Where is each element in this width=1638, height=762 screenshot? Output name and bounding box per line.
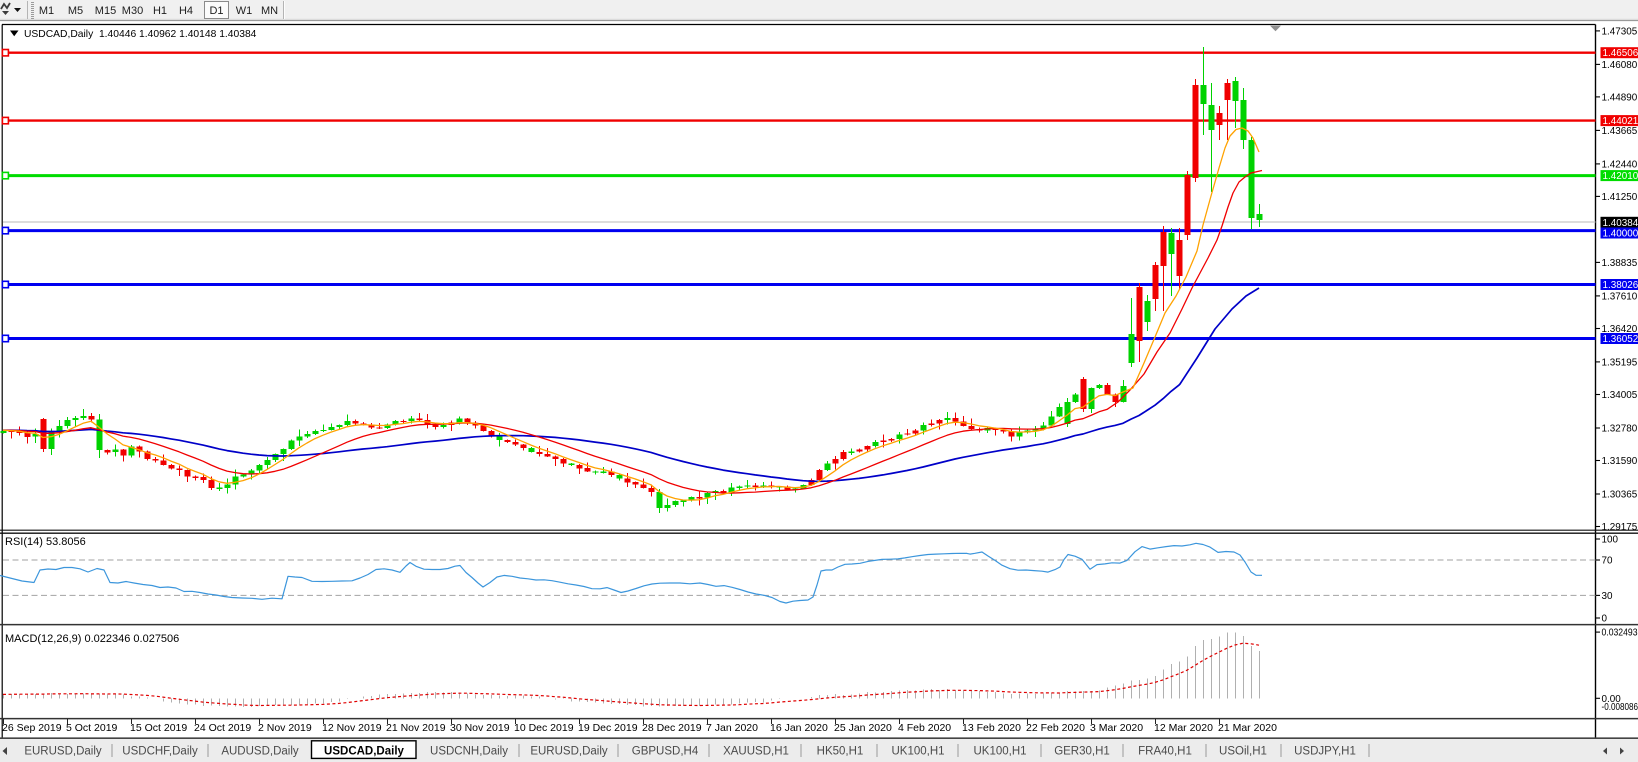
svg-text:1.43665: 1.43665 (1602, 126, 1638, 137)
svg-text:USDCAD,Daily: USDCAD,Daily (324, 746, 404, 758)
svg-text:1.42010: 1.42010 (1603, 171, 1638, 182)
svg-text:1.47305: 1.47305 (1602, 26, 1638, 37)
svg-text:0: 0 (1602, 614, 1608, 625)
svg-text:USOil,H1: USOil,H1 (1219, 746, 1267, 758)
svg-text:1.41250: 1.41250 (1602, 192, 1638, 203)
svg-text:AUDUSD,Daily: AUDUSD,Daily (221, 746, 299, 758)
svg-text:0.032493: 0.032493 (1602, 628, 1638, 639)
svg-text:GBPUSD,H4: GBPUSD,H4 (632, 746, 699, 758)
svg-text:16 Jan 2020: 16 Jan 2020 (770, 722, 828, 734)
svg-text:19 Dec 2019: 19 Dec 2019 (578, 722, 638, 734)
svg-text:1.38835: 1.38835 (1602, 258, 1638, 269)
svg-text:EURUSD,Daily: EURUSD,Daily (24, 746, 102, 758)
svg-text:M15: M15 (95, 5, 116, 17)
svg-text:M30: M30 (122, 5, 143, 17)
svg-text:H4: H4 (179, 5, 193, 17)
svg-text:W1: W1 (236, 5, 253, 17)
svg-text:5 Oct 2019: 5 Oct 2019 (66, 722, 118, 734)
svg-text:1.36420: 1.36420 (1602, 324, 1638, 335)
svg-text:1.42440: 1.42440 (1602, 159, 1638, 170)
svg-text:1.34005: 1.34005 (1602, 390, 1638, 401)
svg-text:1.32780: 1.32780 (1602, 424, 1638, 435)
svg-text:1.31590: 1.31590 (1602, 456, 1638, 467)
svg-text:21 Mar 2020: 21 Mar 2020 (1218, 722, 1277, 734)
svg-text:21 Nov 2019: 21 Nov 2019 (386, 722, 446, 734)
svg-text:1.44890: 1.44890 (1602, 92, 1638, 103)
svg-text:0.00: 0.00 (1602, 694, 1622, 705)
svg-text:15 Oct 2019: 15 Oct 2019 (130, 722, 187, 734)
svg-text:UK100,H1: UK100,H1 (891, 746, 944, 758)
svg-text:100: 100 (1602, 535, 1619, 546)
svg-text:1.40000: 1.40000 (1603, 229, 1638, 240)
svg-text:-0.008086: -0.008086 (1602, 702, 1638, 713)
svg-text:1.40384: 1.40384 (1603, 218, 1638, 229)
svg-text:4 Feb 2020: 4 Feb 2020 (898, 722, 951, 734)
svg-text:2 Nov 2019: 2 Nov 2019 (258, 722, 312, 734)
svg-text:FRA40,H1: FRA40,H1 (1138, 746, 1192, 758)
svg-text:1.37610: 1.37610 (1602, 291, 1638, 302)
svg-text:GER30,H1: GER30,H1 (1054, 746, 1110, 758)
svg-text:7 Jan 2020: 7 Jan 2020 (706, 722, 758, 734)
svg-text:MN: MN (261, 5, 278, 17)
svg-text:3 Mar 2020: 3 Mar 2020 (1090, 722, 1143, 734)
svg-text:1.35195: 1.35195 (1602, 357, 1638, 368)
svg-text:1.36052: 1.36052 (1603, 334, 1638, 345)
svg-text:13 Feb 2020: 13 Feb 2020 (962, 722, 1021, 734)
svg-text:30: 30 (1602, 591, 1613, 602)
svg-text:HK50,H1: HK50,H1 (817, 746, 864, 758)
svg-text:24 Oct 2019: 24 Oct 2019 (194, 722, 251, 734)
svg-text:XAUUSD,H1: XAUUSD,H1 (723, 746, 789, 758)
svg-text:MACD(12,26,9) 0.022346 0.02750: MACD(12,26,9) 0.022346 0.027506 (5, 633, 179, 645)
svg-text:USDCHF,Daily: USDCHF,Daily (122, 746, 198, 758)
svg-text:1.46080: 1.46080 (1602, 60, 1638, 71)
svg-text:RSI(14) 53.8056: RSI(14) 53.8056 (5, 536, 86, 548)
svg-text:1.46506: 1.46506 (1603, 48, 1638, 59)
svg-text:28 Dec 2019: 28 Dec 2019 (642, 722, 702, 734)
svg-text:EURUSD,Daily: EURUSD,Daily (530, 746, 608, 758)
svg-text:D1: D1 (209, 5, 223, 17)
svg-text:10 Dec 2019: 10 Dec 2019 (514, 722, 574, 734)
svg-text:USDCAD,Daily 1.40446 1.40962: USDCAD,Daily 1.40446 1.40962 1.40148 1.4… (24, 29, 257, 40)
svg-text:22 Feb 2020: 22 Feb 2020 (1026, 722, 1085, 734)
svg-text:12 Nov 2019: 12 Nov 2019 (322, 722, 382, 734)
svg-text:30 Nov 2019: 30 Nov 2019 (450, 722, 510, 734)
svg-text:26 Sep 2019: 26 Sep 2019 (2, 722, 62, 734)
svg-text:1.29175: 1.29175 (1602, 522, 1638, 533)
svg-text:USDJPY,H1: USDJPY,H1 (1294, 746, 1356, 758)
svg-text:1.30365: 1.30365 (1602, 490, 1638, 501)
svg-text:UK100,H1: UK100,H1 (973, 746, 1026, 758)
svg-text:H1: H1 (153, 5, 167, 17)
svg-text:1.38026: 1.38026 (1603, 280, 1638, 291)
svg-text:12 Mar 2020: 12 Mar 2020 (1154, 722, 1213, 734)
svg-text:1.44021: 1.44021 (1603, 116, 1638, 127)
svg-text:M1: M1 (39, 5, 54, 17)
svg-text:M5: M5 (68, 5, 83, 17)
svg-text:70: 70 (1602, 556, 1613, 567)
svg-text:25 Jan 2020: 25 Jan 2020 (834, 722, 892, 734)
svg-text:USDCNH,Daily: USDCNH,Daily (430, 746, 508, 758)
